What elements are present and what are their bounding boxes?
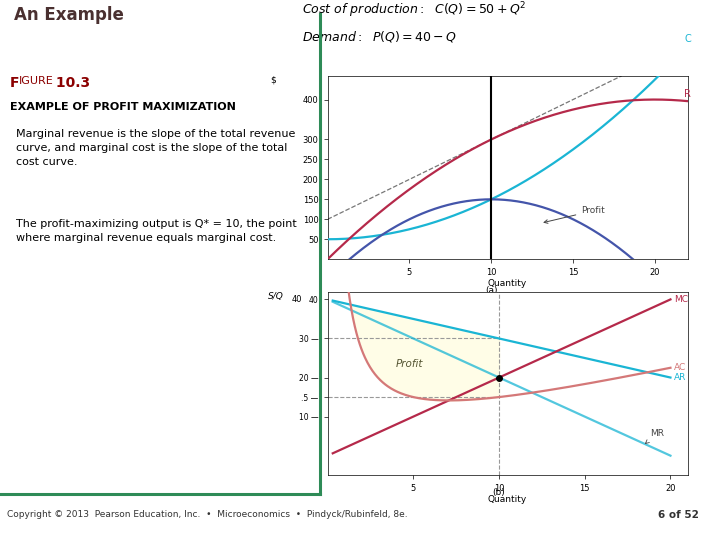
Text: (b): (b) <box>492 488 505 497</box>
Text: EXAMPLE OF PROFIT MAXIMIZATION: EXAMPLE OF PROFIT MAXIMIZATION <box>10 102 236 112</box>
Text: Marginal revenue is the slope of the total revenue
curve, and marginal cost is t: Marginal revenue is the slope of the tot… <box>17 129 296 167</box>
Text: IGURE: IGURE <box>19 76 54 86</box>
Text: The profit-maximizing output is Q* = 10, the point
where marginal revenue equals: The profit-maximizing output is Q* = 10,… <box>17 219 297 243</box>
Text: R: R <box>684 89 691 99</box>
Text: 6 of 52: 6 of 52 <box>657 510 698 520</box>
Text: An Example: An Example <box>14 5 125 24</box>
Text: Copyright © 2013  Pearson Education, Inc.  •  Microeconomics  •  Pindyck/Rubinfe: Copyright © 2013 Pearson Education, Inc.… <box>7 510 408 519</box>
Text: $: $ <box>270 76 276 85</box>
Text: Profit: Profit <box>544 206 605 224</box>
Text: MR: MR <box>645 429 664 443</box>
Text: 10.3: 10.3 <box>51 76 90 90</box>
Text: F: F <box>10 76 19 90</box>
Text: 40: 40 <box>292 295 302 304</box>
Text: S/Q: S/Q <box>268 292 284 301</box>
Text: Profit: Profit <box>396 359 423 369</box>
X-axis label: Quantity: Quantity <box>488 279 527 288</box>
Text: AC: AC <box>674 363 686 372</box>
Text: AR: AR <box>674 373 686 382</box>
X-axis label: Quantity: Quantity <box>488 495 527 504</box>
Text: $\mathit{Cost\ of\ production:}$  $C(Q) = 50 + Q^2$: $\mathit{Cost\ of\ production:}$ $C(Q) =… <box>302 1 527 21</box>
Text: C: C <box>684 34 691 44</box>
Text: (a): (a) <box>485 286 498 295</box>
Text: $\mathit{Demand:}$  $P(Q) = 40 - Q$: $\mathit{Demand:}$ $P(Q) = 40 - Q$ <box>302 30 457 44</box>
Text: MC: MC <box>674 295 688 304</box>
